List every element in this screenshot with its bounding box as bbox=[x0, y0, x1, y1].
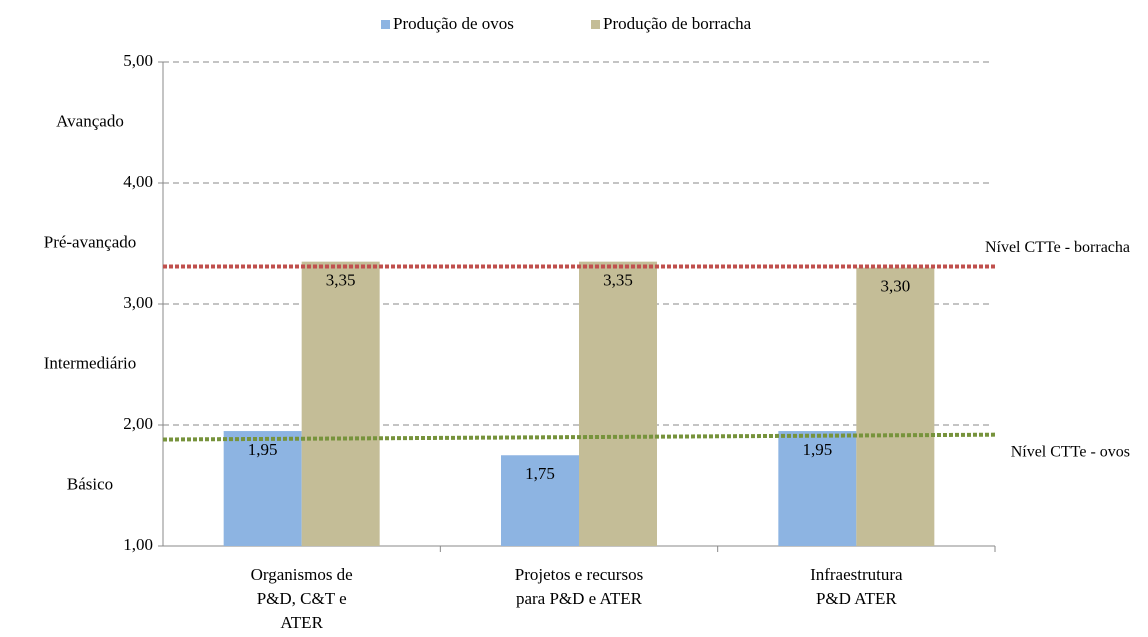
bar bbox=[856, 267, 935, 546]
reference-line bbox=[162, 432, 996, 442]
x-tick-label: para P&D e ATER bbox=[516, 589, 643, 608]
value-label: 3,35 bbox=[326, 271, 356, 290]
value-label: 1,95 bbox=[248, 440, 278, 459]
x-tick-label: Organismos de bbox=[251, 565, 353, 584]
value-label: 1,95 bbox=[802, 440, 832, 459]
legend-label: Produção de borracha bbox=[603, 14, 752, 33]
level-label: Básico bbox=[67, 474, 113, 493]
value-label: 3,30 bbox=[880, 277, 910, 296]
y-tick-label: 5,00 bbox=[123, 51, 153, 70]
y-tick-label: 2,00 bbox=[123, 414, 153, 433]
x-tick-label: ATER bbox=[280, 613, 323, 632]
level-label: Pré-avançado bbox=[44, 232, 137, 251]
level-label: Avançado bbox=[56, 111, 124, 130]
bar bbox=[301, 261, 380, 546]
x-tick-label: P&D, C&T e bbox=[257, 589, 347, 608]
x-tick-label: Infraestrutura bbox=[810, 565, 903, 584]
bar bbox=[223, 431, 302, 546]
legend-swatch bbox=[591, 20, 600, 29]
x-tick-label: Projetos e recursos bbox=[515, 565, 643, 584]
legend-label: Produção de ovos bbox=[393, 14, 514, 33]
bar bbox=[778, 431, 857, 546]
y-tick-label: 1,00 bbox=[123, 535, 153, 554]
y-tick-label: 3,00 bbox=[123, 293, 153, 312]
legend-swatch bbox=[381, 20, 390, 29]
y-tick-label: 4,00 bbox=[123, 172, 153, 191]
x-tick-label: P&D ATER bbox=[816, 589, 897, 608]
value-label: 1,75 bbox=[525, 464, 555, 483]
level-label: Intermediário bbox=[44, 353, 137, 372]
bar bbox=[579, 261, 657, 546]
reference-label: Nível CTTe - ovos bbox=[1011, 443, 1130, 460]
value-label: 3,35 bbox=[603, 271, 633, 290]
bar bbox=[501, 455, 579, 546]
reference-label: Nível CTTe - borracha bbox=[985, 239, 1130, 256]
